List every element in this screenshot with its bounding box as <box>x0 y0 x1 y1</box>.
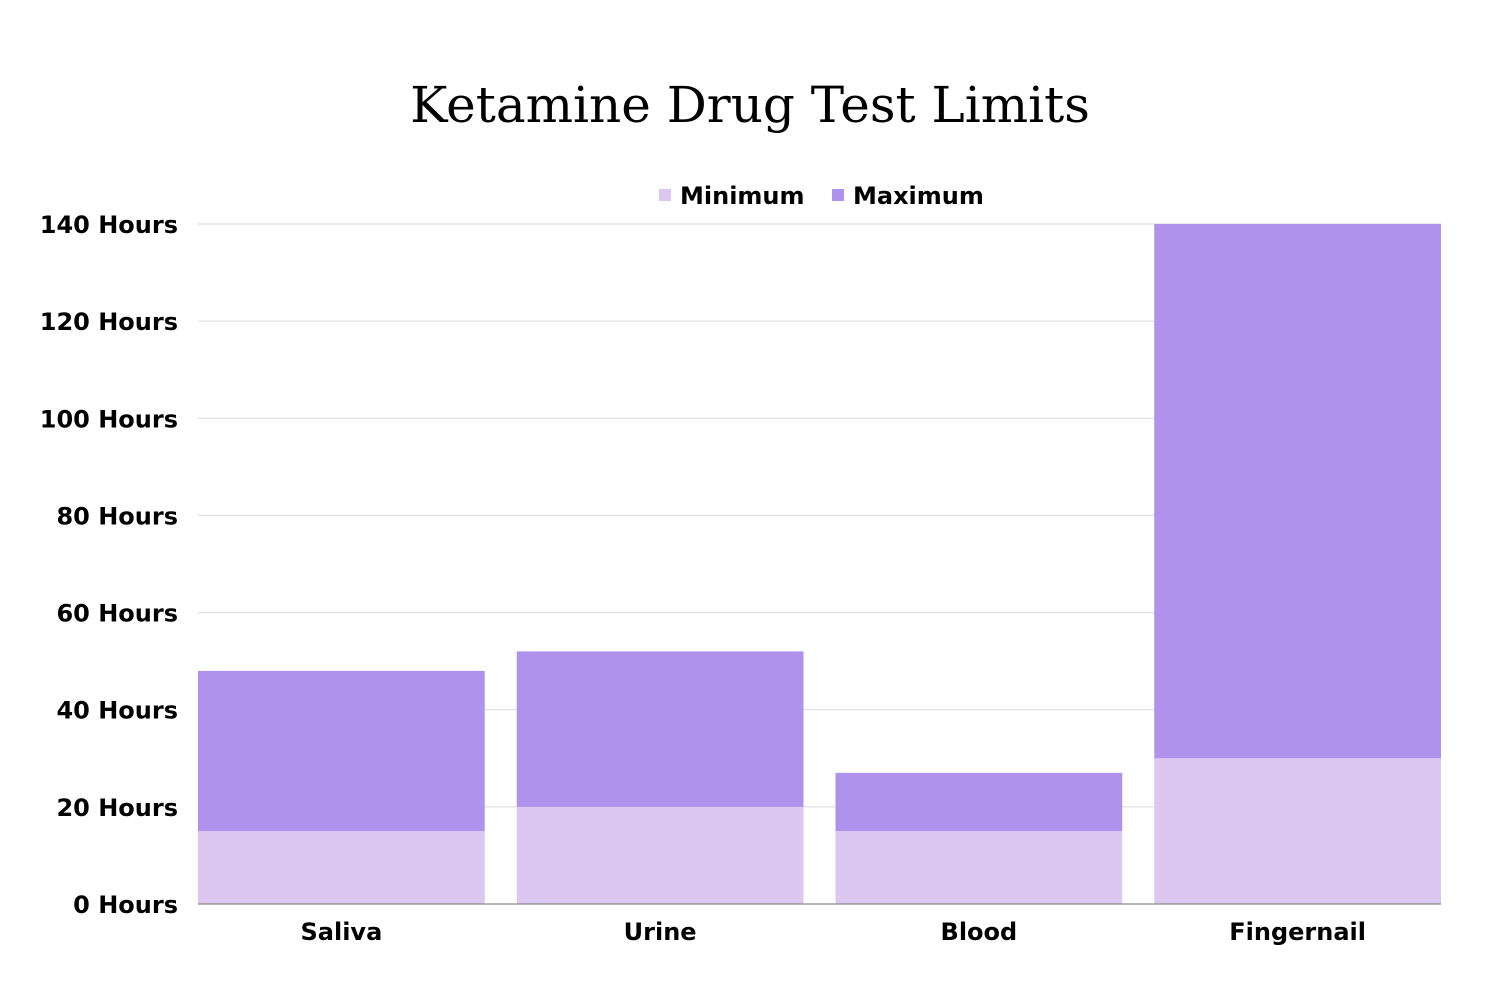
bar-minimum-blood <box>835 831 1123 904</box>
x-tick-label: Saliva <box>300 918 382 946</box>
bar-minimum-urine <box>516 806 804 904</box>
legend: Minimum Maximum <box>659 182 984 210</box>
bars <box>198 224 1441 904</box>
bar-maximum-blood <box>835 772 1123 832</box>
y-tick-label: 140 Hours <box>40 211 178 239</box>
bar-maximum-urine <box>516 651 804 807</box>
y-axis-ticks: 0 Hours 20 Hours 40 Hours 60 Hours 80 Hours 1… <box>40 211 178 919</box>
bar-maximum-fingernail <box>1154 224 1441 759</box>
y-tick-label: 20 Hours <box>56 794 178 822</box>
legend-label-maximum: Maximum <box>853 182 984 210</box>
legend-label-minimum: Minimum <box>680 182 805 210</box>
y-tick-label: 40 Hours <box>56 697 178 725</box>
x-axis-labels: Saliva Urine Blood Fingernail <box>300 918 1366 946</box>
bar-minimum-saliva <box>198 831 485 904</box>
legend-swatch-maximum <box>832 189 844 201</box>
y-tick-label: 0 Hours <box>73 891 178 919</box>
y-tick-label: 120 Hours <box>40 308 178 336</box>
chart-title: Ketamine Drug Test Limits <box>410 76 1090 134</box>
y-tick-label: 100 Hours <box>40 405 178 433</box>
y-tick-label: 80 Hours <box>56 502 178 530</box>
bar-minimum-fingernail <box>1154 758 1441 904</box>
x-tick-label: Blood <box>941 918 1018 946</box>
x-tick-label: Urine <box>624 918 697 946</box>
x-tick-label: Fingernail <box>1229 918 1366 946</box>
legend-swatch-minimum <box>659 189 671 201</box>
y-tick-label: 60 Hours <box>56 600 178 628</box>
bar-maximum-saliva <box>198 670 485 832</box>
